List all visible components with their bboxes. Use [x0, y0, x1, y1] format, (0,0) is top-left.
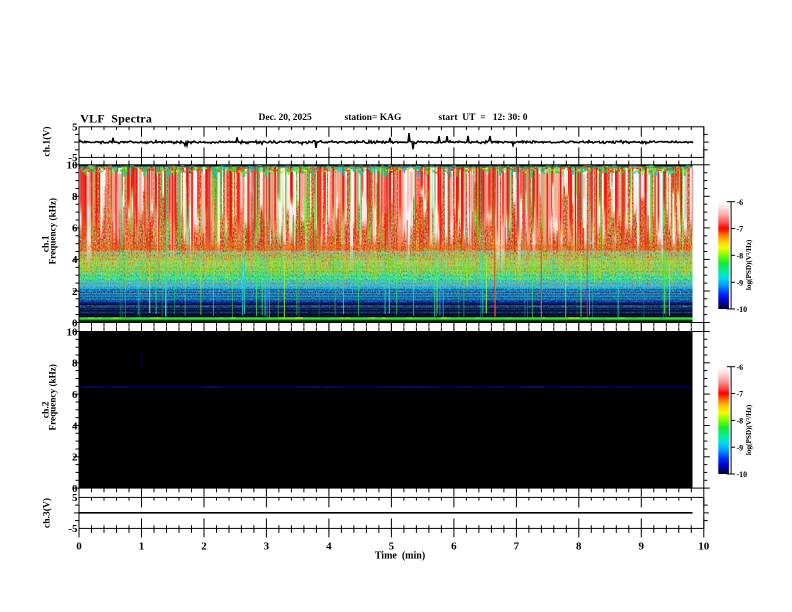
svg-text:0: 0	[72, 483, 78, 495]
svg-text:8: 8	[576, 541, 582, 553]
svg-text:4: 4	[72, 420, 78, 432]
svg-text:station= KAG: station= KAG	[345, 113, 402, 123]
svg-text:5: 5	[72, 492, 78, 504]
svg-text:-6: -6	[737, 363, 744, 372]
svg-text:Dec. 20, 2025: Dec. 20, 2025	[259, 113, 313, 123]
svg-text:-10: -10	[737, 305, 748, 314]
svg-text:VLF Spectra: VLF Spectra	[80, 111, 152, 125]
svg-text:ch.2: ch.2	[41, 401, 52, 418]
svg-text:8: 8	[72, 191, 78, 203]
svg-text:9: 9	[639, 541, 645, 553]
svg-text:start UT = 12: 30: 0: start UT = 12: 30: 0	[439, 113, 528, 123]
svg-text:-8: -8	[737, 417, 744, 426]
svg-text:ch.3(V): ch.3(V)	[41, 498, 52, 528]
svg-text:-6: -6	[737, 198, 744, 207]
svg-text:Time (min): Time (min)	[375, 551, 425, 562]
svg-text:-5: -5	[68, 523, 78, 535]
svg-text:-9: -9	[737, 278, 744, 287]
svg-text:4: 4	[72, 254, 78, 266]
svg-text:0: 0	[72, 317, 78, 329]
svg-text:6: 6	[72, 389, 78, 401]
svg-text:5: 5	[389, 541, 395, 553]
svg-text:4: 4	[326, 541, 332, 553]
svg-text:7: 7	[514, 541, 520, 553]
svg-text:ch.1(V): ch.1(V)	[41, 126, 52, 156]
svg-text:2: 2	[201, 541, 207, 553]
svg-text:10: 10	[67, 160, 79, 172]
svg-text:8: 8	[72, 358, 78, 370]
svg-text:2: 2	[72, 286, 78, 298]
svg-text:-10: -10	[737, 470, 748, 479]
svg-text:-7: -7	[737, 225, 744, 234]
svg-text:-7: -7	[737, 390, 744, 399]
svg-text:6: 6	[451, 541, 457, 553]
svg-text:log(PSD)(V²/Hz): log(PSD)(V²/Hz)	[745, 239, 753, 290]
svg-text:log(PSD)(V²/Hz): log(PSD)(V²/Hz)	[745, 404, 753, 455]
svg-text:6: 6	[72, 223, 78, 235]
svg-text:-9: -9	[737, 443, 744, 452]
svg-text:Frequency (kHz): Frequency (kHz)	[48, 198, 58, 264]
svg-text:5: 5	[72, 122, 78, 134]
svg-text:10: 10	[698, 541, 710, 553]
svg-text:-5: -5	[68, 152, 78, 164]
svg-text:3: 3	[264, 541, 270, 553]
svg-text:-8: -8	[737, 252, 744, 261]
svg-text:2: 2	[72, 452, 78, 464]
svg-text:Frequency (kHz): Frequency (kHz)	[48, 364, 58, 430]
svg-text:1: 1	[139, 541, 145, 553]
svg-text:ch.1: ch.1	[41, 235, 52, 252]
svg-text:0: 0	[76, 541, 82, 553]
svg-text:10: 10	[67, 326, 79, 338]
